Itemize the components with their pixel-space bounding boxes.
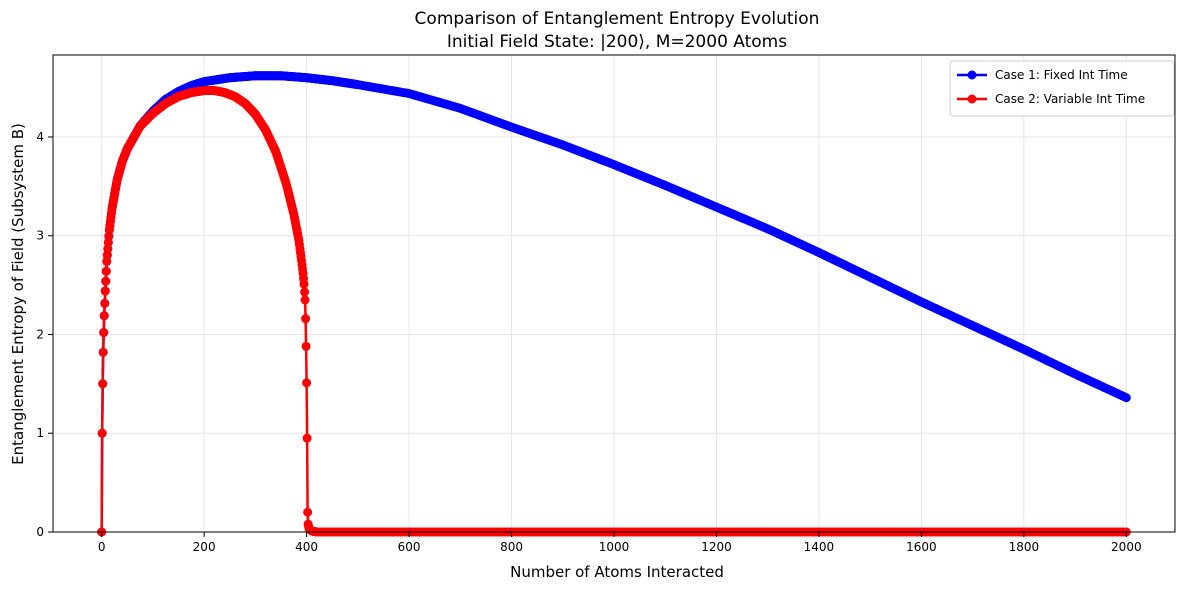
series-layer [97,71,1131,537]
tick-layer: 0 200 400 600 800 1000 1200 1400 1600 1800 2000 0 1 2… [36,130,1141,554]
chart-title: Comparison of Entanglement Entropy Evolu… [415,9,820,29]
x-tick-label: 600 [398,540,421,554]
data-point [99,328,109,338]
data-point [300,295,310,305]
x-tick-label: 800 [500,540,523,554]
data-point [303,507,313,517]
data-point [97,428,107,438]
data-point [299,279,309,289]
y-tick-label: 2 [36,327,44,341]
data-point [100,286,110,296]
data-point [301,341,311,351]
series-2-markers [97,86,1131,537]
data-point [98,379,108,389]
legend-marker-series-2 [967,94,977,104]
y-axis-label: Entanglement Entropy of Field (Subsystem… [9,123,27,465]
x-axis-label: Number of Atoms Interacted [510,563,724,581]
legend-marker-series-1 [967,70,977,80]
x-tick-label: 1000 [599,540,630,554]
data-point [302,378,312,388]
y-tick-label: 4 [36,130,44,144]
data-point [101,266,111,276]
grid-layer [53,55,1175,533]
data-point [98,347,108,357]
x-tick-label: 200 [193,540,216,554]
x-tick-label: 0 [98,540,106,554]
x-tick-label: 1800 [1009,540,1040,554]
data-point [300,287,310,297]
data-point [301,314,311,324]
data-point [99,311,109,321]
legend-label-series-2: Case 2: Variable Int Time [995,92,1145,106]
y-tick-label: 0 [36,525,44,539]
x-tick-label: 1200 [701,540,732,554]
y-tick-label: 1 [36,426,44,440]
legend: Case 1: Fixed Int Time Case 2: Variable … [949,60,1175,117]
x-tick-label: 2000 [1111,540,1142,554]
data-point [101,276,111,286]
legend-box [949,60,1175,117]
y-tick-label: 3 [36,229,44,243]
x-tick-label: 1600 [906,540,937,554]
x-tick-label: 1400 [804,540,835,554]
series-2 [97,86,1131,537]
chart-subtitle: Initial Field State: |200⟩, M=2000 Atoms [447,32,787,52]
data-point [100,298,110,308]
legend-label-series-1: Case 1: Fixed Int Time [995,68,1128,82]
x-tick-label: 400 [295,540,318,554]
data-point [1121,393,1131,403]
data-point [302,433,312,443]
